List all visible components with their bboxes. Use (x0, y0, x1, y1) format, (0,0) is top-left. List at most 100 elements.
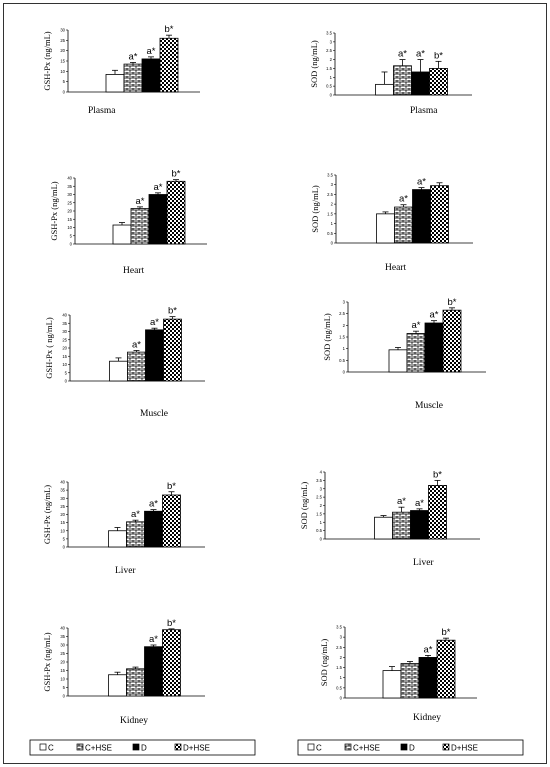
y-tick-label: 15 (67, 217, 72, 222)
bar-d-plus-hse (163, 318, 182, 382)
tissue-label: Liver (115, 566, 136, 576)
y-tick-label: 20 (60, 512, 65, 517)
y-tick-label: 0 (65, 379, 68, 384)
legend-right: C C+HSE D D+HSE (297, 739, 524, 756)
y-tick-label: 25 (62, 337, 67, 342)
significance-label: b* (442, 627, 451, 638)
bar-c-plus-hse (400, 663, 420, 699)
bar-d (411, 71, 430, 96)
significance-label: a* (132, 339, 141, 350)
y-tick-label: 2 (320, 503, 323, 508)
y-tick-label: 5 (63, 536, 66, 541)
chart-panel-8: 0 0.5 1 1.5 2 2.5 3 3.5 4 SOD (ng/mL) a* a* b* Liver (299, 469, 480, 568)
bar-c (375, 83, 394, 96)
y-tick-label: 10 (60, 677, 65, 682)
y-tick-label: 1 (330, 75, 333, 80)
significance-label: a* (149, 499, 158, 510)
y-tick-label: 3.5 (316, 478, 322, 483)
bar-c (109, 360, 128, 382)
y-tick-label: 40 (60, 480, 65, 485)
legend-box (297, 739, 524, 756)
bar-d-plus-hse (428, 484, 447, 540)
bar-c (382, 670, 402, 699)
y-tick-label: 0 (70, 242, 73, 247)
tissue-label: Kidney (413, 713, 441, 723)
y-tick-label: 0 (343, 370, 346, 375)
y-tick-label: 3 (320, 486, 323, 491)
significance-label: a* (399, 194, 408, 205)
y-tick-label: 2 (340, 655, 343, 660)
bar-d-plus-hse (429, 68, 448, 96)
y-tick-label: 2 (330, 57, 333, 62)
tissue-label: Plasma (88, 106, 116, 116)
legend-label: C+HSE (85, 744, 112, 753)
y-tick-label: 10 (62, 362, 67, 367)
bar-c (108, 674, 127, 697)
y-tick-label: 40 (60, 626, 65, 631)
significance-label: b* (448, 297, 457, 308)
tissue-label: Heart (385, 263, 406, 273)
y-tick-label: 3.5 (336, 625, 342, 630)
y-tick-label: 4 (320, 470, 323, 475)
significance-label: a* (129, 51, 138, 62)
bar-d-plus-hse (166, 180, 186, 245)
tissue-label: Heart (123, 266, 144, 276)
y-tick-label: 15 (60, 668, 65, 673)
legend-label: D (409, 744, 415, 753)
bar-c-plus-hse (127, 351, 146, 382)
y-tick-label: 40 (62, 313, 67, 318)
y-tick-label: 0 (320, 537, 323, 542)
legend-label: D (141, 744, 147, 753)
y-tick-label: 25 (60, 651, 65, 656)
chart-panel-9: 0 5 10 15 20 25 30 35 40 GSH-Px (ng/mL) a* b* Kidney (42, 618, 205, 726)
bar-c-plus-hse (123, 63, 143, 93)
y-tick-label: 3 (331, 182, 334, 187)
y-tick-label: 1 (340, 675, 343, 680)
legend-label: C (316, 744, 322, 753)
significance-label: b* (433, 469, 442, 480)
y-tick-label: 5 (63, 79, 66, 84)
legend-swatch (132, 743, 140, 751)
y-tick-label: 30 (60, 643, 65, 648)
legend-swatch (76, 743, 84, 751)
bar-c-plus-hse (393, 65, 412, 96)
significance-label: b* (167, 618, 176, 629)
significance-label: a* (430, 310, 439, 321)
y-tick-label: 25 (67, 200, 72, 205)
significance-label: b* (434, 50, 443, 61)
y-tick-label: 3 (330, 39, 333, 44)
legend-label: C+HSE (353, 744, 380, 753)
y-tick-label: 20 (62, 346, 67, 351)
y-tick-label: 1.5 (326, 66, 332, 71)
bar-c (388, 349, 408, 373)
y-tick-label: 0 (63, 545, 66, 550)
y-tick-label: 1 (331, 221, 334, 226)
bar-c (374, 516, 393, 540)
legends: C C+HSE D D+HSE C C+HSE D D+HSE (29, 739, 524, 756)
bar-c-plus-hse (406, 333, 426, 373)
bar-c (105, 74, 125, 93)
y-tick-label: 20 (60, 660, 65, 665)
legend-swatch (307, 743, 315, 751)
bar-d (144, 646, 163, 697)
y-tick-label: 1 (343, 346, 346, 351)
bar-d (412, 189, 431, 244)
bar-c-plus-hse (130, 208, 150, 245)
y-tick-label: 20 (60, 48, 65, 53)
bar-d (141, 58, 161, 93)
y-tick-label: 15 (60, 59, 65, 64)
y-tick-label: 0 (340, 696, 343, 701)
bar-c-plus-hse (394, 206, 413, 244)
bar-c-plus-hse (392, 511, 411, 540)
y-tick-label: 1 (320, 520, 323, 525)
bar-d (424, 322, 444, 373)
y-tick-label: 1.5 (336, 665, 342, 670)
significance-label: a* (149, 634, 158, 645)
y-tick-label: 2.5 (336, 645, 342, 650)
y-tick-label: 35 (60, 488, 65, 493)
y-tick-label: 30 (60, 28, 65, 33)
y-tick-label: 30 (60, 496, 65, 501)
bar-d (145, 329, 164, 382)
y-tick-label: 0 (63, 90, 66, 95)
